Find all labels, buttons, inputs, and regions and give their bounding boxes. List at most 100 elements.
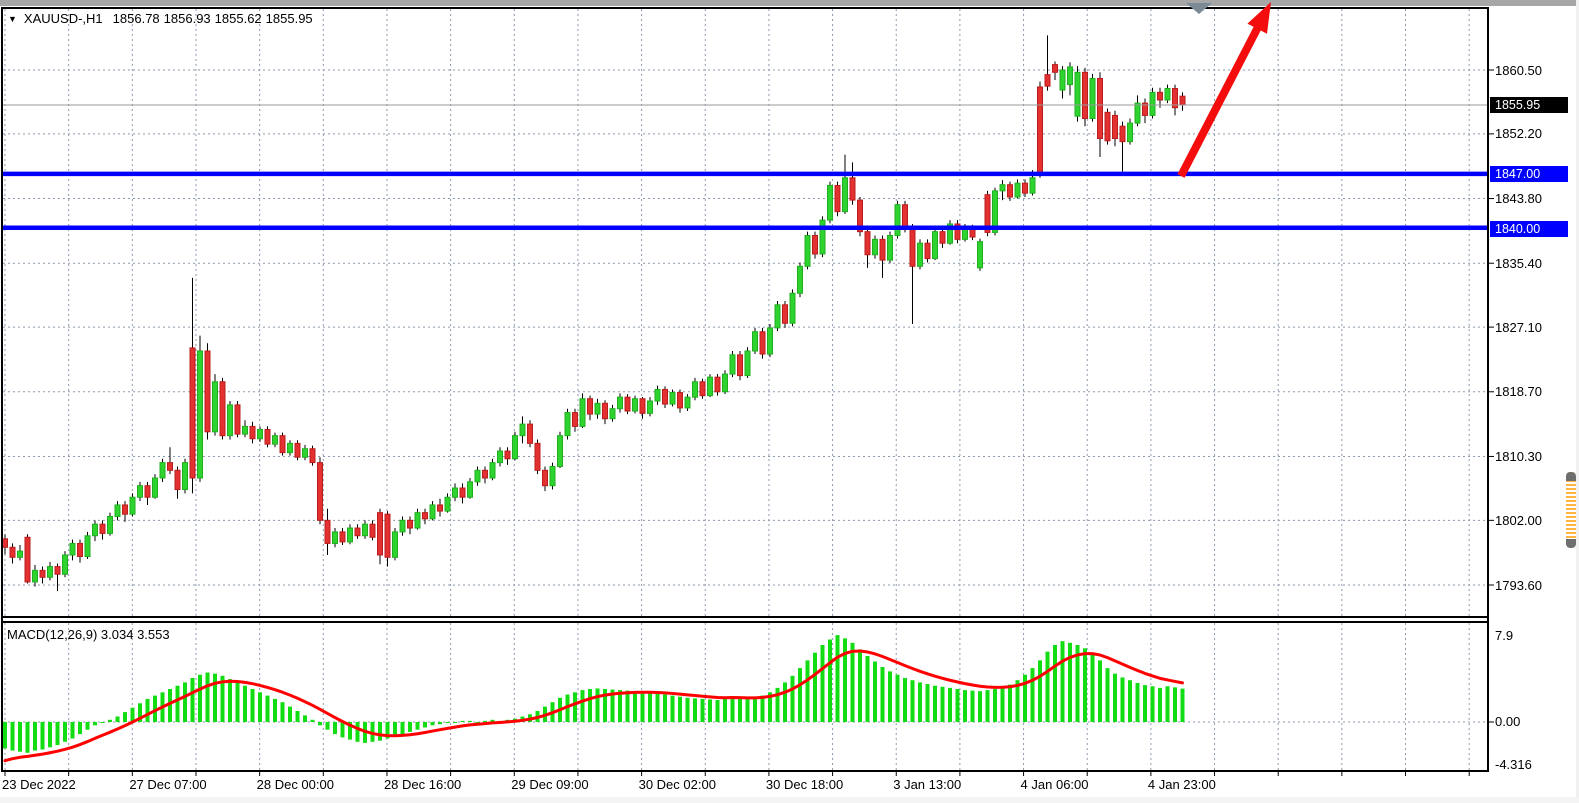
bull-candle [977, 241, 983, 269]
bear-candle [77, 542, 83, 558]
macd-bar [888, 671, 892, 722]
trend-arrow-annotation[interactable] [1177, 2, 1271, 178]
macd-bar [183, 682, 187, 722]
bull-candle [797, 265, 803, 294]
bull-candle [654, 388, 661, 402]
bull-candle [917, 242, 923, 267]
bear-candle [954, 223, 961, 240]
macd-bar [460, 720, 465, 722]
macd-bar [393, 722, 397, 737]
macd-bar [1165, 686, 1170, 722]
bull-candle [1029, 177, 1036, 194]
window-right-edge [1576, 0, 1579, 803]
time-axis-label: 30 Dec 18:00 [765, 777, 844, 792]
macd-bar [198, 674, 202, 722]
macd-bar [790, 675, 795, 722]
level-price-tag-1847: 1847.00 [1490, 166, 1568, 182]
macd-bar [40, 722, 45, 750]
macd-bar [633, 691, 637, 722]
bull-candle [744, 350, 751, 377]
scrollbar-cap-bottom [1566, 539, 1576, 548]
bear-candle [782, 304, 788, 324]
macd-bar [453, 722, 457, 723]
bull-candle [287, 442, 293, 454]
macd-bar [580, 690, 585, 722]
macd-bar [1023, 674, 1027, 722]
bull-candle [152, 477, 158, 498]
macd-bar [258, 692, 262, 722]
macd-histogram [3, 635, 1185, 753]
macd-bar [985, 690, 990, 722]
bear-candle [639, 398, 646, 414]
bull-candle [362, 523, 368, 537]
bear-candle [407, 519, 413, 529]
bull-candle [129, 496, 136, 515]
macd-bar [963, 690, 967, 722]
bear-candle [1037, 86, 1043, 173]
macd-bar [325, 722, 330, 730]
macd-bar [813, 652, 817, 722]
bull-candle [32, 569, 38, 583]
macd-bar [228, 679, 232, 722]
macd-bar [445, 722, 450, 724]
chart-dropdown-icon[interactable]: ▼ [8, 14, 17, 24]
macd-bar [33, 722, 37, 751]
macd-bar [100, 722, 105, 724]
macd-bar [1053, 645, 1057, 722]
macd-bar [835, 635, 840, 722]
price-axis-label: 1860.50 [1495, 62, 1542, 78]
macd-signal-line [3, 649, 1184, 763]
macd-bar [880, 667, 885, 722]
price-axis-label: 1793.60 [1495, 577, 1542, 593]
bull-candle [932, 231, 938, 260]
bear-candle [1007, 184, 1013, 198]
macd-bar [63, 722, 67, 742]
bear-candle [504, 450, 511, 460]
bull-candle [669, 392, 676, 405]
bull-candle [992, 190, 998, 233]
bear-candle [984, 194, 991, 233]
macd-bar [1143, 685, 1147, 722]
bear-candle [879, 238, 886, 261]
bear-candle [167, 462, 173, 471]
bull-candle [647, 400, 653, 414]
bear-candle [572, 412, 578, 427]
macd-bar [220, 675, 225, 722]
macd-bar [1075, 645, 1080, 722]
macd-bar [3, 722, 7, 749]
bear-candle [317, 462, 323, 521]
bear-candle [834, 184, 841, 213]
chart-frame [1, 7, 1489, 772]
bull-candle [17, 550, 23, 558]
macd-bar [348, 722, 352, 740]
bull-candle [512, 435, 518, 460]
macd-bar [798, 668, 802, 722]
time-axis-label: 27 Dec 07:00 [129, 777, 207, 792]
macd-bar [970, 690, 975, 722]
bear-candle [662, 388, 668, 405]
macd-bar [925, 684, 930, 722]
bear-candle [1082, 71, 1088, 119]
macd-bar [700, 698, 705, 722]
bear-candle [144, 485, 151, 498]
bear-candle [99, 523, 106, 534]
bull-candle [564, 412, 571, 437]
candles-layer[interactable] [2, 35, 1186, 592]
bear-candle [1022, 182, 1028, 194]
bear-candle [2, 538, 8, 548]
vertical-scrollbar-thumb[interactable] [1566, 472, 1576, 548]
bear-candle [339, 531, 346, 543]
bear-candle [1179, 95, 1186, 106]
axis-ticks [4, 69, 1494, 776]
macd-bar [430, 722, 435, 726]
bear-candle [1097, 77, 1103, 140]
macd-bar [145, 698, 150, 722]
macd-bar [108, 719, 112, 722]
bull-candle [789, 292, 796, 324]
price-axis-label: 1818.70 [1495, 384, 1542, 400]
time-axis-label: 30 Dec 02:00 [638, 777, 716, 792]
support-resistance-lines[interactable] [2, 171, 1488, 231]
macd-bar [760, 695, 765, 722]
